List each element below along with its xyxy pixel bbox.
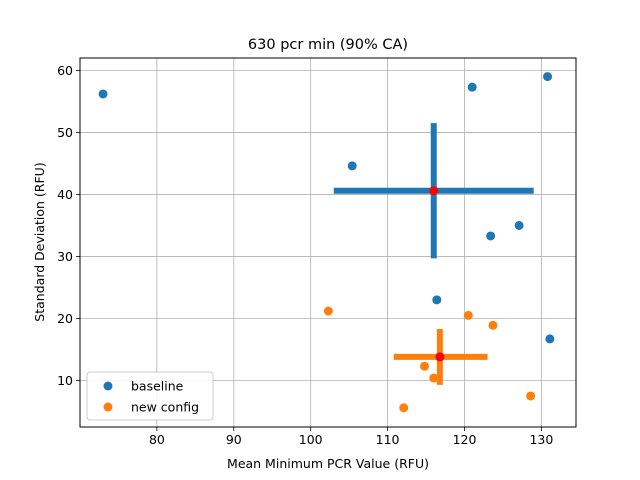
x-tick-label: 120 <box>453 432 477 447</box>
data-point-baseline <box>543 72 553 82</box>
x-axis-ticks: 80 90 100 110 120 130 <box>149 427 553 447</box>
y-tick-label: 20 <box>57 311 73 326</box>
data-points <box>98 72 555 413</box>
data-point-new-config <box>399 403 409 413</box>
x-tick-label: 90 <box>226 432 242 447</box>
y-tick-label: 10 <box>57 373 73 388</box>
legend: baseline new config <box>86 371 214 421</box>
data-point-new-config <box>420 361 430 371</box>
x-tick-label: 130 <box>529 432 553 447</box>
data-point-new-config <box>526 391 536 401</box>
data-point-baseline <box>432 295 442 305</box>
data-point-new-config <box>488 320 498 330</box>
y-tick-label: 30 <box>57 249 73 264</box>
x-tick-label: 110 <box>376 432 400 447</box>
data-point-baseline <box>514 220 524 230</box>
center-marker-baseline <box>429 186 439 196</box>
data-point-new-config <box>463 310 473 320</box>
data-point-baseline <box>545 334 555 344</box>
y-tick-label: 60 <box>57 63 73 78</box>
x-tick-label: 100 <box>299 432 323 447</box>
center-markers <box>429 186 445 362</box>
y-tick-label: 40 <box>57 187 73 202</box>
data-point-baseline <box>347 161 357 171</box>
grid-lines <box>80 58 576 427</box>
chart-title: 630 pcr min (90% CA) <box>248 37 408 53</box>
y-axis-ticks: 10 20 30 40 50 60 <box>57 63 80 388</box>
x-axis-label: Mean Minimum PCR Value (RFU) <box>227 456 429 471</box>
legend-box <box>86 371 214 421</box>
data-point-baseline <box>98 89 108 99</box>
data-point-baseline <box>486 231 496 241</box>
legend-label-baseline: baseline <box>131 379 184 394</box>
data-point-new-config <box>429 373 439 383</box>
data-point-baseline <box>467 82 477 92</box>
x-tick-label: 80 <box>149 432 165 447</box>
center-marker-new-config <box>435 352 445 362</box>
legend-marker-baseline <box>103 381 113 391</box>
legend-marker-new-config <box>103 402 113 412</box>
y-axis-label: Standard Deviation (RFU) <box>32 162 47 321</box>
plot-frame <box>79 57 577 428</box>
legend-label-new-config: new config <box>131 400 199 415</box>
data-point-new-config <box>323 306 333 316</box>
y-tick-label: 50 <box>57 125 73 140</box>
